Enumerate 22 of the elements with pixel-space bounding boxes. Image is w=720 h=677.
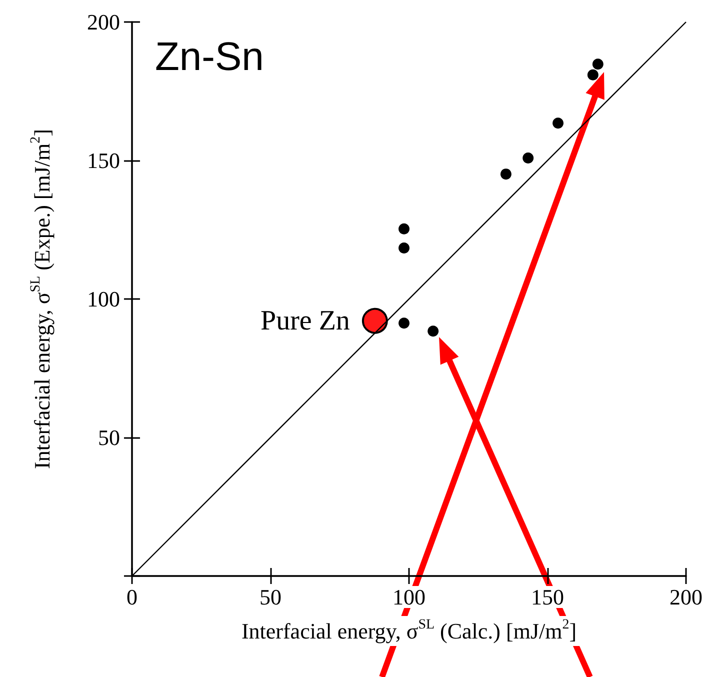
point: [500, 168, 512, 180]
x-tick-label: 150: [531, 584, 564, 610]
x-tick-label: 200: [670, 584, 702, 610]
y-tick-label: 200: [87, 10, 120, 34]
y-tick-label: 100: [87, 286, 120, 312]
x-tick-label: 0: [126, 584, 138, 610]
point: [362, 308, 388, 334]
y-tick-label: 150: [87, 148, 120, 173]
point: [398, 223, 410, 234]
point: [587, 69, 598, 80]
y-axis-title: Interfacial energy, σSL (Expe.) [mJ/m2]: [28, 128, 54, 470]
point: [522, 152, 534, 164]
point: [428, 326, 439, 337]
x-tick-label: 50: [260, 584, 282, 610]
point: [398, 242, 410, 254]
y-tick-label: 50: [98, 425, 120, 450]
point: [398, 318, 410, 329]
series-label: Pure Zn: [260, 305, 350, 336]
chart-title: Zn-Sn: [155, 35, 264, 79]
x-tick-label: 100: [392, 584, 426, 610]
point: [592, 58, 604, 70]
point: [552, 118, 564, 129]
